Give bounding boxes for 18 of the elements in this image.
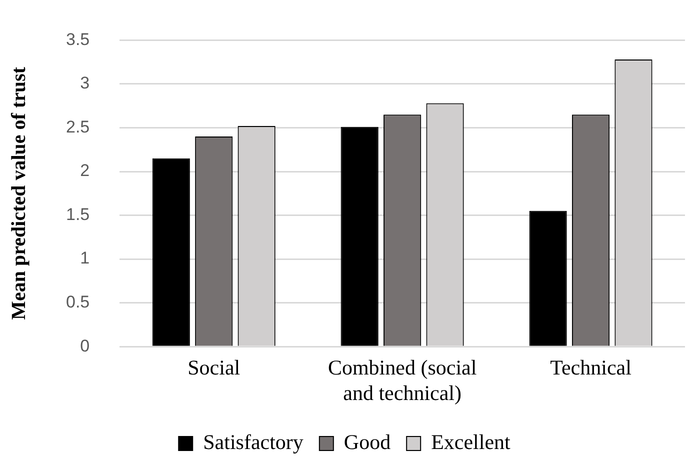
- y-tick-label: 3: [80, 74, 90, 93]
- legend-label: Good: [344, 430, 392, 454]
- y-tick-label: 1: [80, 248, 90, 268]
- legend-label: Excellent: [431, 430, 511, 454]
- y-tick-label: 0.5: [66, 292, 90, 312]
- legend-label: Satisfactory: [203, 430, 304, 454]
- x-tick-label: Combined (social and technical): [328, 356, 477, 405]
- x-tick-label: Technical: [550, 356, 632, 380]
- bar: [529, 210, 567, 346]
- y-axis-title: Mean predicted value of trust: [8, 66, 30, 320]
- y-tick-label: 2.5: [66, 117, 90, 136]
- y-tick-label: 3.5: [66, 30, 90, 49]
- bar: [340, 126, 378, 346]
- y-tick-label: 1.5: [66, 204, 90, 224]
- bar: [152, 158, 190, 346]
- x-tick-label: Social: [188, 356, 240, 380]
- y-tick-label: 0: [80, 336, 90, 356]
- y-tick-label: 2: [80, 161, 90, 180]
